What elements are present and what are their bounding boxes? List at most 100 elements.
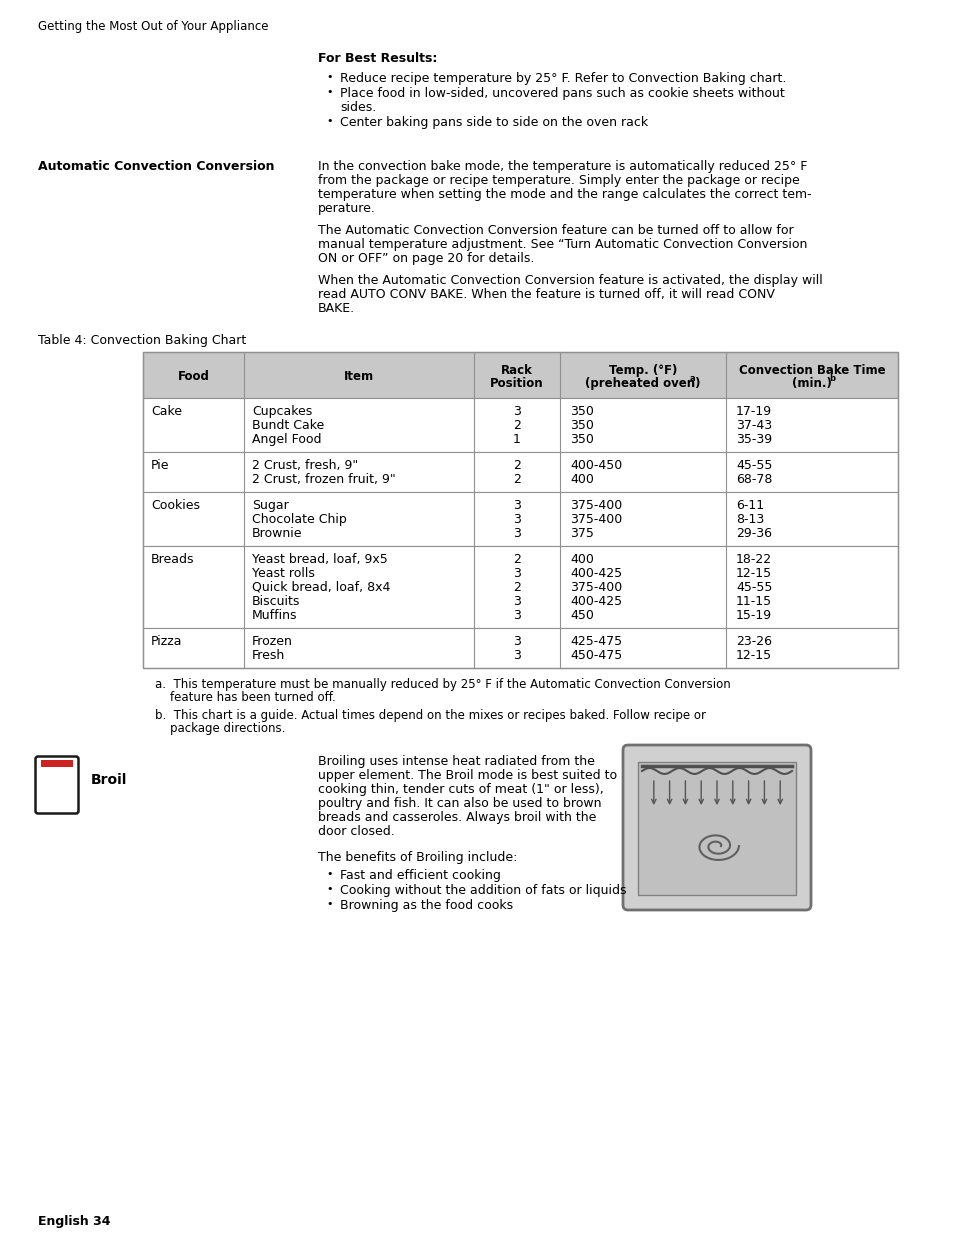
Text: 6-11: 6-11 (735, 499, 763, 513)
Text: read AUTO CONV BAKE. When the feature is turned off, it will read CONV: read AUTO CONV BAKE. When the feature is… (317, 288, 774, 301)
Text: •: • (326, 899, 333, 909)
Text: 3: 3 (513, 609, 520, 622)
Text: Convection Bake Time: Convection Bake Time (738, 364, 884, 377)
Text: •: • (326, 86, 333, 98)
Text: Broil: Broil (91, 773, 128, 787)
Text: English 34: English 34 (38, 1215, 111, 1228)
Text: For Best Results:: For Best Results: (317, 52, 436, 65)
Text: 3: 3 (513, 499, 520, 513)
Text: Rack: Rack (500, 364, 533, 377)
Bar (143, 629, 897, 668)
Text: 2: 2 (513, 553, 520, 566)
Text: 2: 2 (513, 473, 520, 487)
Text: Food: Food (177, 370, 210, 384)
Text: 2: 2 (513, 419, 520, 432)
Text: a.  This temperature must be manually reduced by 25° F if the Automatic Convecti: a. This temperature must be manually red… (154, 678, 730, 692)
Text: feature has been turned off.: feature has been turned off. (154, 692, 335, 704)
Text: manual temperature adjustment. See “Turn Automatic Convection Conversion: manual temperature adjustment. See “Turn… (317, 238, 806, 251)
Text: 375-400: 375-400 (569, 580, 621, 594)
Text: Breads: Breads (151, 553, 194, 566)
Text: ON or OFF” on page 20 for details.: ON or OFF” on page 20 for details. (317, 252, 534, 266)
Text: b: b (828, 374, 835, 383)
Text: Item: Item (344, 370, 374, 384)
Text: Bundt Cake: Bundt Cake (252, 419, 324, 432)
Text: 375: 375 (569, 527, 594, 540)
Text: upper element. The Broil mode is best suited to: upper element. The Broil mode is best su… (317, 769, 617, 782)
Text: Place food in low-sided, uncovered pans such as cookie sheets without: Place food in low-sided, uncovered pans … (339, 86, 784, 100)
Text: 400-450: 400-450 (569, 459, 621, 472)
Text: Chocolate Chip: Chocolate Chip (252, 513, 346, 526)
Text: 8-13: 8-13 (735, 513, 763, 526)
Text: Pizza: Pizza (151, 635, 182, 648)
Text: door closed.: door closed. (317, 825, 395, 839)
Text: Cookies: Cookies (151, 499, 200, 513)
Text: Sugar: Sugar (252, 499, 289, 513)
Text: (min.): (min.) (791, 377, 831, 390)
Text: The benefits of Broiling include:: The benefits of Broiling include: (317, 851, 517, 864)
Text: 3: 3 (513, 513, 520, 526)
Text: 3: 3 (513, 650, 520, 662)
Text: 350: 350 (569, 405, 594, 417)
Text: 425-475: 425-475 (569, 635, 621, 648)
Text: from the package or recipe temperature. Simply enter the package or recipe: from the package or recipe temperature. … (317, 174, 799, 186)
Text: 450-475: 450-475 (569, 650, 621, 662)
Bar (143, 352, 897, 668)
Text: Reduce recipe temperature by 25° F. Refer to Convection Baking chart.: Reduce recipe temperature by 25° F. Refe… (339, 72, 785, 85)
Text: Cake: Cake (151, 405, 182, 417)
Text: Getting the Most Out of Your Appliance: Getting the Most Out of Your Appliance (38, 20, 268, 33)
Text: 15-19: 15-19 (735, 609, 771, 622)
Text: 400: 400 (569, 473, 594, 487)
FancyBboxPatch shape (35, 757, 78, 814)
Text: When the Automatic Convection Conversion feature is activated, the display will: When the Automatic Convection Conversion… (317, 274, 821, 287)
Text: sides.: sides. (339, 101, 375, 114)
Text: Position: Position (490, 377, 543, 390)
Text: 17-19: 17-19 (735, 405, 771, 417)
Text: 45-55: 45-55 (735, 459, 772, 472)
Text: 12-15: 12-15 (735, 650, 771, 662)
Text: b.  This chart is a guide. Actual times depend on the mixes or recipes baked. Fo: b. This chart is a guide. Actual times d… (154, 709, 705, 722)
Text: 2 Crust, frozen fruit, 9": 2 Crust, frozen fruit, 9" (252, 473, 395, 487)
Text: 3: 3 (513, 405, 520, 417)
Text: The Automatic Convection Conversion feature can be turned off to allow for: The Automatic Convection Conversion feat… (317, 224, 793, 237)
Text: breads and casseroles. Always broil with the: breads and casseroles. Always broil with… (317, 811, 596, 824)
Text: Broiling uses intense heat radiated from the: Broiling uses intense heat radiated from… (317, 755, 595, 768)
Text: 400-425: 400-425 (569, 567, 621, 580)
Bar (143, 352, 897, 398)
Text: •: • (326, 884, 333, 894)
Text: 12-15: 12-15 (735, 567, 771, 580)
Bar (638, 762, 795, 895)
Bar (143, 398, 897, 452)
Bar (143, 452, 897, 492)
Text: 2 Crust, fresh, 9": 2 Crust, fresh, 9" (252, 459, 358, 472)
Text: Automatic Convection Conversion: Automatic Convection Conversion (38, 161, 274, 173)
Text: 23-26: 23-26 (735, 635, 771, 648)
Text: In the convection bake mode, the temperature is automatically reduced 25° F: In the convection bake mode, the tempera… (317, 161, 806, 173)
Text: Muffins: Muffins (252, 609, 297, 622)
Text: temperature when setting the mode and the range calculates the correct tem-: temperature when setting the mode and th… (317, 188, 811, 201)
Text: Quick bread, loaf, 8x4: Quick bread, loaf, 8x4 (252, 580, 390, 594)
Text: Brownie: Brownie (252, 527, 302, 540)
Text: 68-78: 68-78 (735, 473, 772, 487)
Text: package directions.: package directions. (154, 722, 285, 735)
Text: •: • (326, 72, 333, 82)
Text: cooking thin, tender cuts of meat (1" or less),: cooking thin, tender cuts of meat (1" or… (317, 783, 603, 797)
Text: 350: 350 (569, 433, 594, 446)
Text: BAKE.: BAKE. (317, 303, 355, 315)
Text: 375-400: 375-400 (569, 499, 621, 513)
Text: 400: 400 (569, 553, 594, 566)
Text: poultry and fish. It can also be used to brown: poultry and fish. It can also be used to… (317, 797, 601, 810)
Text: Table 4: Convection Baking Chart: Table 4: Convection Baking Chart (38, 333, 246, 347)
Text: •: • (326, 116, 333, 126)
Text: Temp. (°F): Temp. (°F) (608, 364, 677, 377)
Text: (preheated oven): (preheated oven) (584, 377, 700, 390)
Text: Fast and efficient cooking: Fast and efficient cooking (339, 869, 500, 882)
FancyBboxPatch shape (622, 745, 810, 910)
Bar (143, 546, 897, 629)
Text: Browning as the food cooks: Browning as the food cooks (339, 899, 513, 911)
Text: Pie: Pie (151, 459, 170, 472)
Text: perature.: perature. (317, 203, 375, 215)
Bar (41, 760, 73, 767)
Text: •: • (326, 869, 333, 879)
Text: Cupcakes: Cupcakes (252, 405, 312, 417)
Text: 3: 3 (513, 635, 520, 648)
